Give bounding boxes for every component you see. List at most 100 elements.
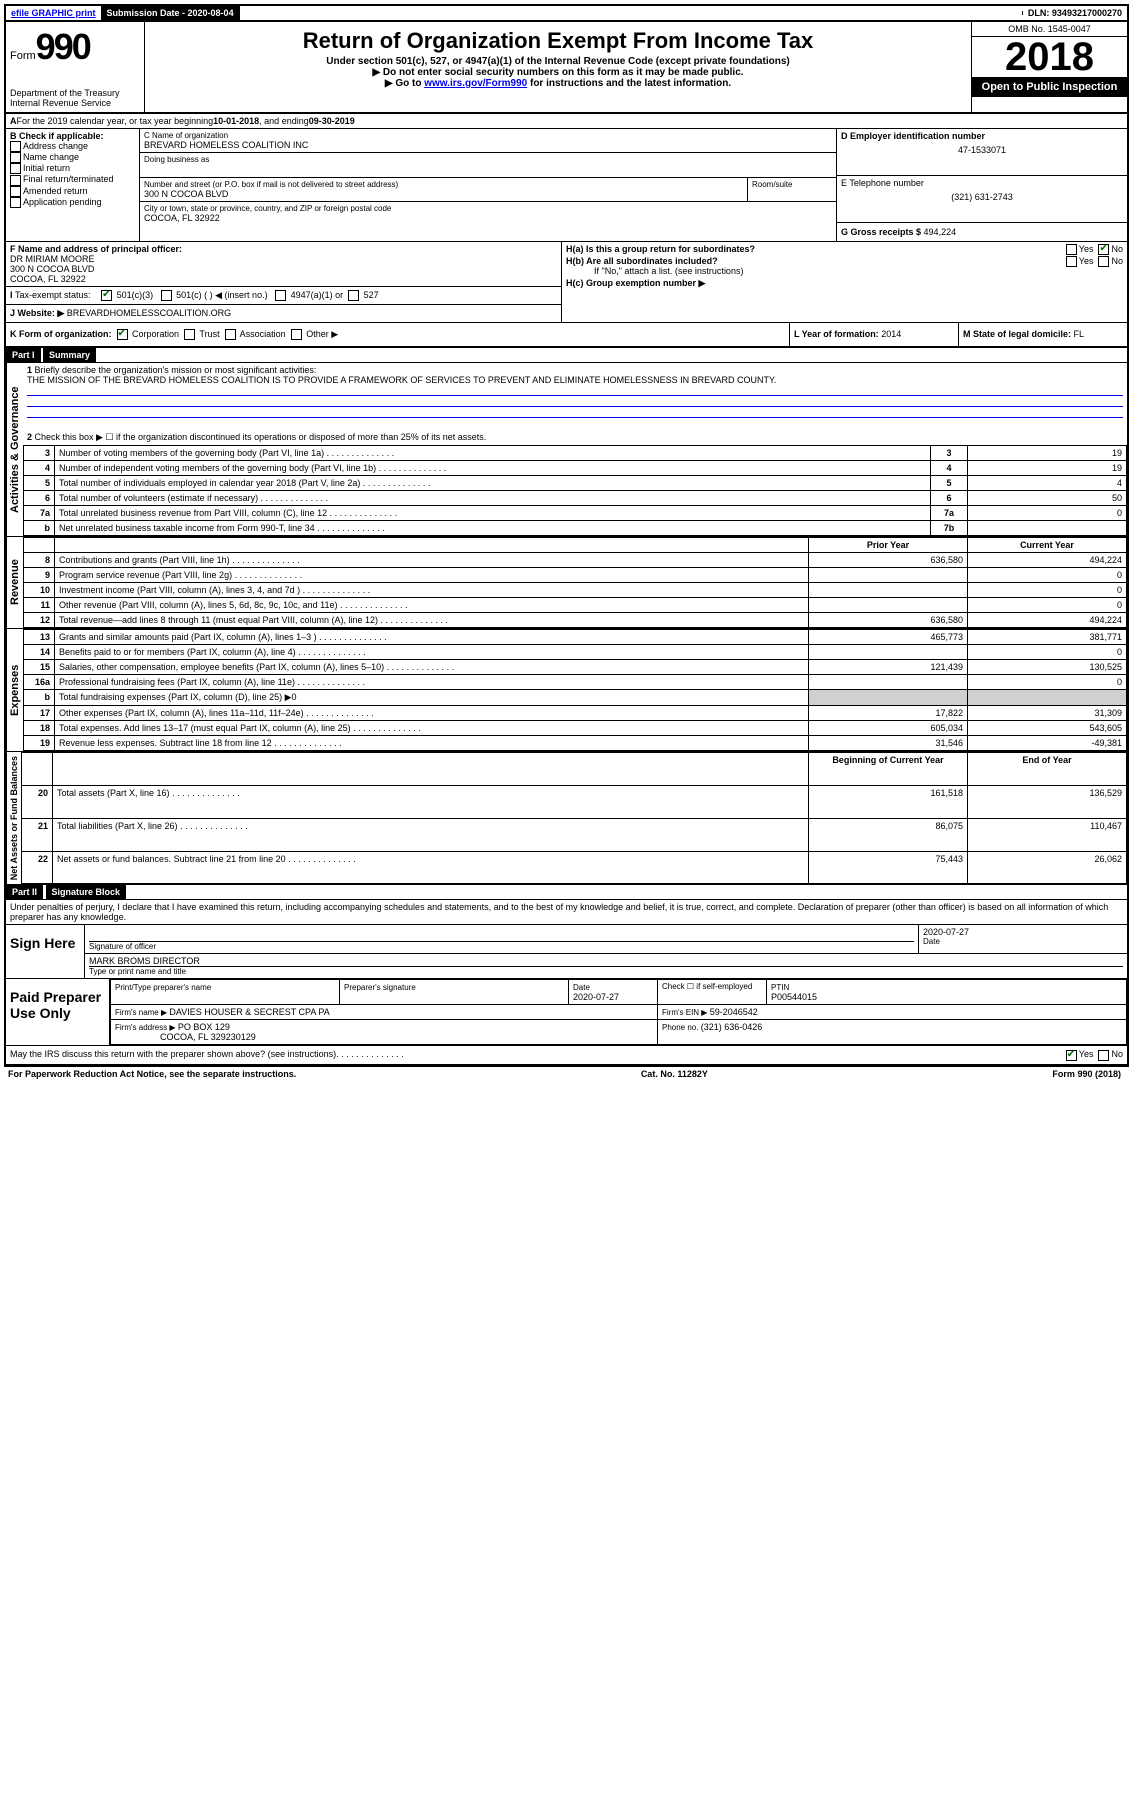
officer-city: COCOA, FL 32922 <box>10 274 557 284</box>
form990-link[interactable]: www.irs.gov/Form990 <box>424 78 527 89</box>
c-label: C Name of organization <box>144 131 832 140</box>
form-label: Form <box>10 50 36 62</box>
part2-header: Part II Signature Block <box>6 884 1127 900</box>
firm-name: DAVIES HOUSER & SECREST CPA PA <box>169 1007 329 1017</box>
preparer-table: Print/Type preparer's name Preparer's si… <box>110 979 1127 1045</box>
cb-assoc[interactable]: Association <box>225 329 286 339</box>
cb-501c[interactable]: 501(c) ( ) ◀ (insert no.) <box>161 290 268 300</box>
phone: (321) 631-2743 <box>841 192 1123 202</box>
org-name: BREVARD HOMELESS COALITION INC <box>144 140 832 150</box>
signer-name: MARK BROMS DIRECTOR <box>89 956 1123 967</box>
hb-note: If "No," attach a list. (see instruction… <box>566 266 1123 276</box>
cb-501c3[interactable]: 501(c)(3) <box>101 290 153 300</box>
revenue-section: Revenue Prior YearCurrent Year8Contribut… <box>6 536 1127 628</box>
l2-text: Check this box ▶ ☐ if the organization d… <box>35 432 487 442</box>
sign-here-label: Sign Here <box>6 925 85 978</box>
governance-table: 3Number of voting members of the governi… <box>23 445 1127 536</box>
vlabel-revenue: Revenue <box>6 537 23 628</box>
officer-addr: 300 N COCOA BLVD <box>10 264 557 274</box>
paid-preparer-label: Paid Preparer Use Only <box>6 979 110 1045</box>
city-label: City or town, state or province, country… <box>144 204 832 213</box>
state-domicile: FL <box>1074 329 1085 339</box>
cb-address-change[interactable]: Address change <box>10 141 135 152</box>
part1-header: Part I Summary <box>6 347 1127 363</box>
top-bar: efile GRAPHIC print Submission Date - 20… <box>6 6 1127 22</box>
tax-year: 2018 <box>972 37 1127 77</box>
line-i: I Tax-exempt status: 501(c)(3) 501(c) ( … <box>6 287 561 305</box>
mission-text: THE MISSION OF THE BREVARD HOMELESS COAL… <box>27 375 776 385</box>
paid-preparer-block: Paid Preparer Use Only Print/Type prepar… <box>6 979 1127 1046</box>
cb-final-return[interactable]: Final return/terminated <box>10 174 135 185</box>
date-label: Date <box>923 937 1123 946</box>
subtitle-3: ▶ Go to www.irs.gov/Form990 for instruct… <box>149 78 967 89</box>
hb-yes[interactable] <box>1066 256 1077 267</box>
cb-initial-return[interactable]: Initial return <box>10 163 135 174</box>
org-address: 300 N COCOA BLVD <box>144 189 743 199</box>
part1-body: Activities & Governance 1 Briefly descri… <box>6 363 1127 536</box>
submission-date: Submission Date - 2020-08-04 <box>102 6 240 20</box>
h-b: H(b) Are all subordinates included? Yes … <box>566 256 1123 266</box>
firm-ein: 59-2046542 <box>710 1007 758 1017</box>
l1-label: Briefly describe the organization's miss… <box>35 365 317 375</box>
subtitle-1: Under section 501(c), 527, or 4947(a)(1)… <box>149 56 967 67</box>
form-number: 990 <box>36 26 90 67</box>
cb-corp[interactable]: Corporation <box>117 329 180 339</box>
g-label: G Gross receipts $ <box>841 227 924 237</box>
entity-block: B Check if applicable: Address change Na… <box>6 129 1127 242</box>
cb-4947[interactable]: 4947(a)(1) or <box>275 290 343 300</box>
firm-addr: PO BOX 129 <box>178 1022 230 1032</box>
netassets-section: Net Assets or Fund Balances Beginning of… <box>6 751 1127 884</box>
sign-here-block: Sign Here Signature of officer 2020-07-2… <box>6 925 1127 979</box>
org-city: COCOA, FL 32922 <box>144 213 832 223</box>
form-990-page: efile GRAPHIC print Submission Date - 20… <box>4 4 1129 1067</box>
line-j: J Website: ▶ BREVARDHOMELESSCOALITION.OR… <box>6 305 561 322</box>
dept-treasury: Department of the Treasury Internal Reve… <box>10 88 140 108</box>
page-footer: For Paperwork Reduction Act Notice, see … <box>4 1067 1125 1081</box>
sig-officer-label: Signature of officer <box>89 942 914 951</box>
e-label: E Telephone number <box>841 178 1123 188</box>
h-a: H(a) Is this a group return for subordin… <box>566 244 1123 254</box>
h-c: H(c) Group exemption number ▶ <box>566 278 1123 289</box>
sign-date: 2020-07-27 <box>923 927 1123 937</box>
addr-label: Number and street (or P.O. box if mail i… <box>144 180 743 189</box>
hb-no[interactable] <box>1098 256 1109 267</box>
discuss-yes[interactable] <box>1066 1050 1077 1061</box>
cb-app-pending[interactable]: Application pending <box>10 197 135 208</box>
expenses-section: Expenses 13Grants and similar amounts pa… <box>6 628 1127 751</box>
vlabel-netassets: Net Assets or Fund Balances <box>6 752 21 884</box>
expenses-table: 13Grants and similar amounts paid (Part … <box>23 629 1127 751</box>
ha-yes[interactable] <box>1066 244 1077 255</box>
officer-status-block: F Name and address of principal officer:… <box>6 242 1127 323</box>
klm-row: K Form of organization: Corporation Trus… <box>6 323 1127 347</box>
cb-name-change[interactable]: Name change <box>10 152 135 163</box>
ha-no[interactable] <box>1098 244 1109 255</box>
cb-trust[interactable]: Trust <box>184 329 220 339</box>
cb-other[interactable]: Other ▶ <box>291 329 338 339</box>
officer-name: DR MIRIAM MOORE <box>10 254 557 264</box>
room-suite: Room/suite <box>747 178 836 201</box>
website[interactable]: BREVARDHOMELESSCOALITION.ORG <box>67 308 231 318</box>
vlabel-governance: Activities & Governance <box>6 363 23 536</box>
perjury-declaration: Under penalties of perjury, I declare th… <box>6 900 1127 925</box>
subtitle-2: ▶ Do not enter social security numbers o… <box>149 67 967 78</box>
line-a: A For the 2019 calendar year, or tax yea… <box>6 114 1127 129</box>
dba-label: Doing business as <box>144 155 832 164</box>
cb-527[interactable]: 527 <box>348 290 379 300</box>
ptin: P00544015 <box>771 992 817 1002</box>
b-label: B Check if applicable: <box>10 131 135 141</box>
form-header: Form990 Department of the Treasury Inter… <box>6 22 1127 114</box>
form-title: Return of Organization Exempt From Incom… <box>149 28 967 54</box>
netassets-table: Beginning of Current YearEnd of Year20To… <box>21 752 1127 884</box>
gross-receipts: 494,224 <box>924 227 957 237</box>
ein: 47-1533071 <box>841 145 1123 155</box>
cb-amended[interactable]: Amended return <box>10 186 135 197</box>
discuss-no[interactable] <box>1098 1050 1109 1061</box>
dln: DLN: 93493217000270 <box>1023 6 1127 20</box>
firm-phone: (321) 636-0426 <box>701 1022 763 1032</box>
revenue-table: Prior YearCurrent Year8Contributions and… <box>23 537 1127 628</box>
discuss-row: May the IRS discuss this return with the… <box>6 1046 1127 1064</box>
year-formation: 2014 <box>881 329 901 339</box>
efile-print[interactable]: efile GRAPHIC print <box>6 6 102 20</box>
open-inspection: Open to Public Inspection <box>972 77 1127 97</box>
vlabel-expenses: Expenses <box>6 629 23 751</box>
